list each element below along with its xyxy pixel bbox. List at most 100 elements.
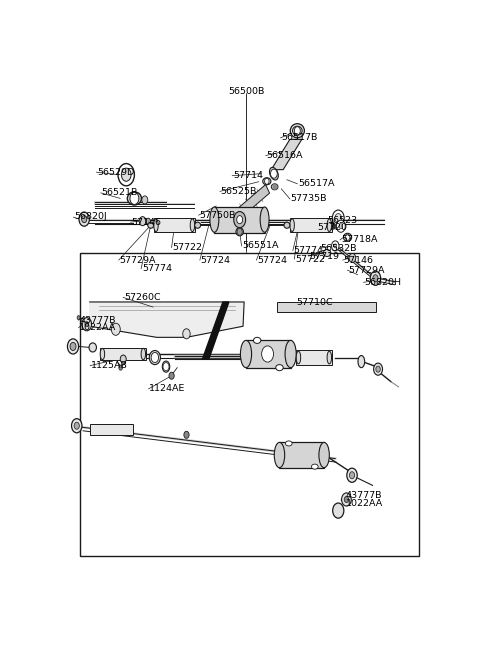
Text: 43777B: 43777B: [79, 316, 116, 325]
Circle shape: [234, 212, 246, 228]
Bar: [81, 253, 419, 556]
Bar: [296, 350, 332, 365]
Polygon shape: [203, 302, 229, 359]
Ellipse shape: [210, 207, 219, 232]
Ellipse shape: [358, 356, 365, 367]
Circle shape: [332, 241, 339, 251]
Circle shape: [120, 355, 126, 363]
Ellipse shape: [274, 442, 285, 468]
Bar: [215, 207, 264, 233]
Bar: [279, 442, 324, 468]
Text: 57719: 57719: [309, 251, 339, 260]
Text: 57750B: 57750B: [200, 211, 236, 220]
Circle shape: [373, 275, 378, 282]
Ellipse shape: [253, 337, 261, 343]
Bar: [290, 218, 332, 232]
Text: 57714: 57714: [233, 171, 263, 180]
Text: 56820H: 56820H: [364, 277, 401, 287]
Circle shape: [237, 216, 243, 224]
Text: 57774: 57774: [142, 264, 172, 273]
Text: 56551A: 56551A: [242, 241, 279, 251]
Ellipse shape: [148, 222, 154, 228]
Circle shape: [163, 363, 169, 371]
Text: 57146: 57146: [344, 256, 373, 264]
Text: 1125AB: 1125AB: [91, 361, 128, 370]
Circle shape: [345, 234, 350, 240]
Text: 56516A: 56516A: [266, 151, 303, 160]
Text: 56521B: 56521B: [102, 188, 138, 197]
Text: 56523: 56523: [327, 216, 357, 224]
Circle shape: [70, 342, 76, 350]
Ellipse shape: [271, 184, 278, 190]
Circle shape: [349, 472, 355, 479]
Circle shape: [335, 214, 342, 222]
Text: 56529D: 56529D: [97, 168, 134, 176]
Circle shape: [373, 363, 383, 375]
Circle shape: [183, 329, 190, 339]
Circle shape: [82, 318, 92, 331]
Ellipse shape: [154, 219, 158, 232]
Text: 56500B: 56500B: [228, 87, 264, 96]
Polygon shape: [227, 184, 270, 226]
Text: 43777B: 43777B: [346, 491, 382, 501]
Circle shape: [79, 212, 89, 226]
Text: 57724: 57724: [257, 256, 287, 264]
Ellipse shape: [89, 343, 96, 352]
Ellipse shape: [149, 350, 160, 365]
Ellipse shape: [296, 351, 300, 364]
Circle shape: [264, 178, 269, 184]
Text: 57720: 57720: [317, 223, 348, 232]
Circle shape: [332, 210, 344, 226]
Circle shape: [273, 184, 276, 190]
Ellipse shape: [284, 222, 290, 228]
Text: 1124AE: 1124AE: [149, 384, 186, 394]
Circle shape: [333, 503, 344, 518]
Circle shape: [349, 253, 356, 262]
Text: 57260C: 57260C: [124, 293, 161, 302]
Ellipse shape: [312, 464, 318, 469]
Ellipse shape: [260, 207, 269, 232]
Bar: [246, 340, 290, 367]
Ellipse shape: [100, 348, 105, 359]
Bar: [154, 218, 195, 232]
Circle shape: [111, 323, 120, 335]
Circle shape: [370, 271, 381, 285]
Ellipse shape: [263, 178, 271, 185]
Circle shape: [237, 228, 242, 236]
Circle shape: [331, 223, 336, 229]
Circle shape: [184, 431, 189, 438]
Text: 57729A: 57729A: [348, 266, 385, 275]
Circle shape: [139, 216, 146, 226]
Ellipse shape: [285, 340, 296, 367]
Ellipse shape: [319, 442, 329, 468]
Ellipse shape: [240, 340, 252, 367]
Text: 56517A: 56517A: [298, 179, 335, 188]
Text: 57729A: 57729A: [120, 256, 156, 264]
Ellipse shape: [327, 351, 332, 364]
Bar: [100, 348, 145, 360]
Text: 57722: 57722: [172, 243, 203, 252]
Ellipse shape: [162, 361, 170, 372]
Ellipse shape: [324, 249, 331, 256]
Text: 57718A: 57718A: [341, 236, 377, 244]
Text: 57735B: 57735B: [290, 194, 327, 203]
Ellipse shape: [327, 219, 332, 232]
Circle shape: [347, 468, 357, 482]
Circle shape: [119, 365, 122, 370]
Text: 56820J: 56820J: [74, 212, 107, 220]
Ellipse shape: [127, 192, 142, 205]
Ellipse shape: [290, 219, 294, 232]
Circle shape: [72, 419, 82, 433]
Circle shape: [376, 366, 380, 372]
Ellipse shape: [276, 365, 283, 371]
Text: 1022AA: 1022AA: [79, 323, 117, 332]
Bar: [90, 424, 132, 436]
Circle shape: [342, 493, 351, 506]
Text: 1022AA: 1022AA: [346, 499, 383, 508]
Circle shape: [339, 224, 343, 229]
Polygon shape: [90, 302, 244, 337]
Ellipse shape: [344, 234, 352, 241]
Text: 57774: 57774: [294, 246, 324, 255]
Polygon shape: [271, 139, 302, 170]
Circle shape: [121, 168, 131, 181]
